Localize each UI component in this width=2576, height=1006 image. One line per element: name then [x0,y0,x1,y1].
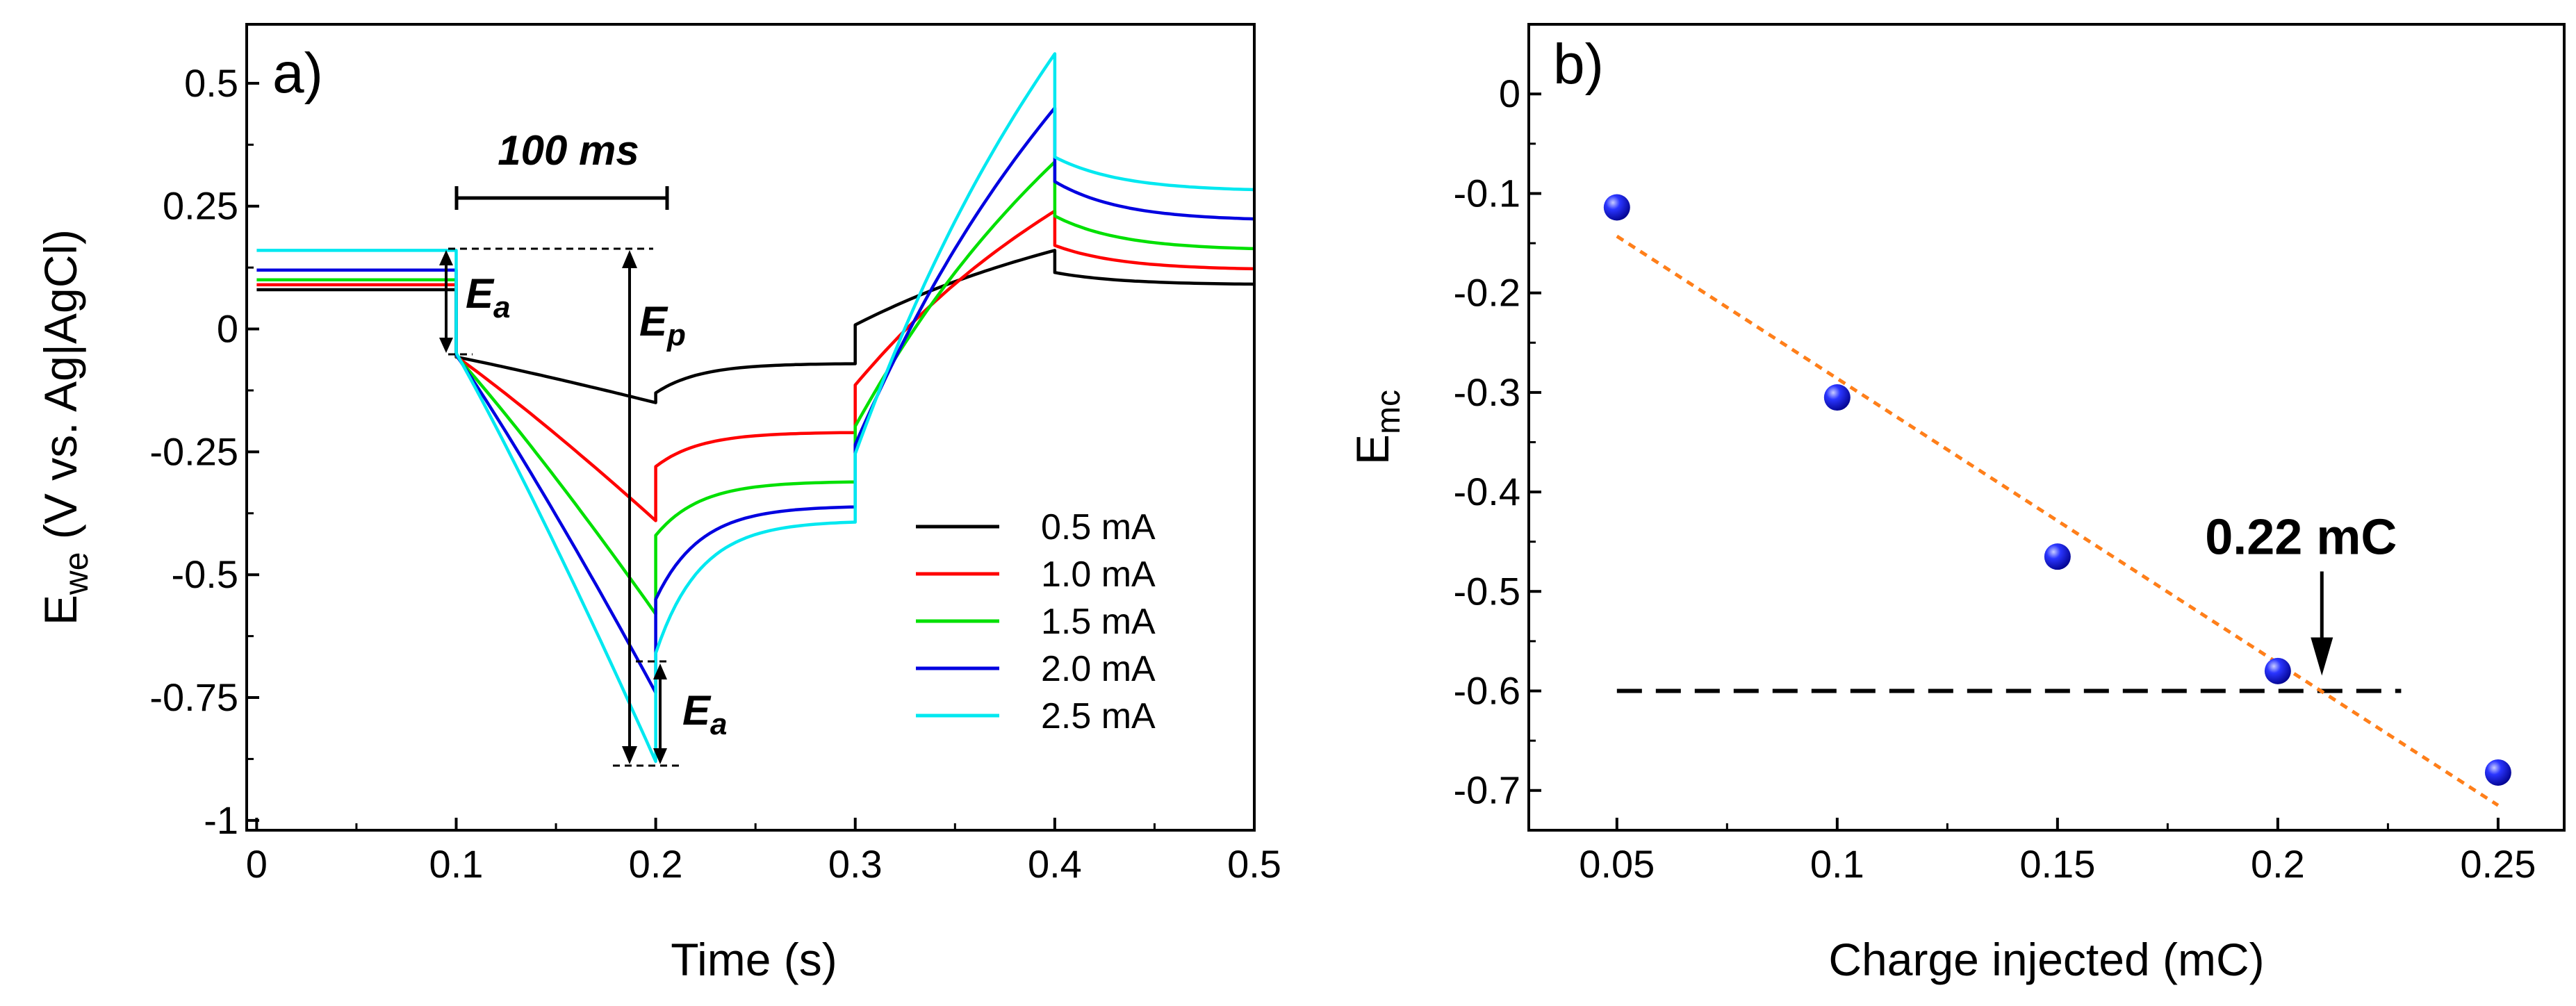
b-y-tick-label: -0.1 [1454,171,1521,215]
data-point [1823,384,1851,411]
b-y-tick-label: -0.4 [1454,470,1521,513]
b-y-tick-label: -0.3 [1454,370,1521,414]
b-x-tick-label: 0.2 [2251,842,2305,886]
panel-a-chart: 0 0.1 0.2 0.3 0.4 0.5 0.5 0.25 0 -0.25 -0.5 -0.75 -… [35,23,1281,985]
ep-label: Ep [639,298,686,352]
a-y-tick-label: -0.75 [149,675,238,719]
panel-a-label: a) [272,42,323,105]
b-x-tick-label: 0.25 [2460,842,2536,886]
a-y-tick-label: 0.5 [184,61,238,105]
panel-a-y-ticks: 0.5 0.25 0 -0.25 -0.5 -0.75 -1 [149,61,259,842]
panel-b-y-axis-label: Emc [1347,390,1407,465]
panel-b-plot-frame [1527,23,2566,832]
data-point [2044,543,2071,570]
a-y-tick-label: -1 [204,798,238,842]
charge-annotation-label: 0.22 mC [2205,510,2397,566]
panel-b-x-axis-label: Charge injected (mC) [1828,934,2264,985]
a-x-tick-label: 0.3 [828,842,883,886]
a-x-tick-label: 0.4 [1028,842,1082,886]
curve-1-5-mA [256,160,1255,616]
charge-arrow [2311,571,2333,676]
b-x-tick-label: 0.05 [1579,842,1655,886]
panel-b-label: b) [1553,33,1604,96]
a-y-tick-label: 0.25 [163,184,238,228]
scale-bar-label: 100 ms [498,127,639,174]
b-y-tick-label: -0.5 [1454,569,1521,613]
panel-b-chart: 0.05 0.1 0.15 0.2 0.25 0 -0.1 -0.2 -0.3 -0.4 -0.5… [1347,23,2566,985]
a-y-tick-label: -0.5 [172,552,239,596]
curve-1-0-mA [256,209,1255,522]
a-y-tick-label: -0.25 [149,429,238,473]
arrow-head [2311,637,2333,676]
panel-b-x-ticks: 0.05 0.1 0.15 0.2 0.25 [1579,818,2536,886]
panel-a-curves [256,52,1255,764]
legend-label: 0.5 mA [1041,507,1156,547]
legend-label: 1.0 mA [1041,554,1156,595]
b-y-tick-label: -0.7 [1454,768,1521,812]
panel-a-x-ticks: 0 0.1 0.2 0.3 0.4 0.5 [246,818,1281,886]
panel-a-annotations [439,247,682,767]
b-y-tick-label: -0.2 [1454,271,1521,315]
panel-a-legend: 0.5 mA 1.0 mA 1.5 mA 2.0 mA 2.5 mA [916,507,1156,736]
legend-label: 1.5 mA [1041,602,1156,642]
ea-label-top: Ea [466,270,511,324]
b-x-tick-label: 0.15 [2019,842,2095,886]
data-point [2264,657,2291,684]
panel-b-y-ticks: 0 -0.1 -0.2 -0.3 -0.4 -0.5 -0.6 -0.7 [1454,72,1541,812]
ea-label-bottom: Ea [682,687,728,741]
a-x-tick-label: 0 [246,842,268,886]
a-x-tick-label: 0.1 [429,842,484,886]
panel-a-y-axis-label: Ewe (V vs. Ag|AgCl) [35,229,95,625]
b-y-tick-label: 0 [1499,72,1520,115]
data-point [2484,759,2511,786]
curve-2-0-mA [256,106,1255,695]
curve-0-5-mA [256,249,1255,404]
panel-b-points [1603,194,2511,786]
legend-label: 2.0 mA [1041,649,1156,689]
legend-label: 2.5 mA [1041,696,1156,736]
scale-bar-100ms: 100 ms [454,127,669,210]
b-y-tick-label: -0.6 [1454,669,1521,713]
data-point [1603,194,1630,221]
a-y-tick-label: 0 [217,307,238,351]
panel-a-x-axis-label: Time (s) [671,934,837,985]
panel-a-plot-frame [245,23,1256,832]
curve-2-5-mA [256,52,1255,764]
a-x-tick-label: 0.5 [1227,842,1281,886]
b-x-tick-label: 0.1 [1810,842,1864,886]
a-x-tick-label: 0.2 [629,842,683,886]
